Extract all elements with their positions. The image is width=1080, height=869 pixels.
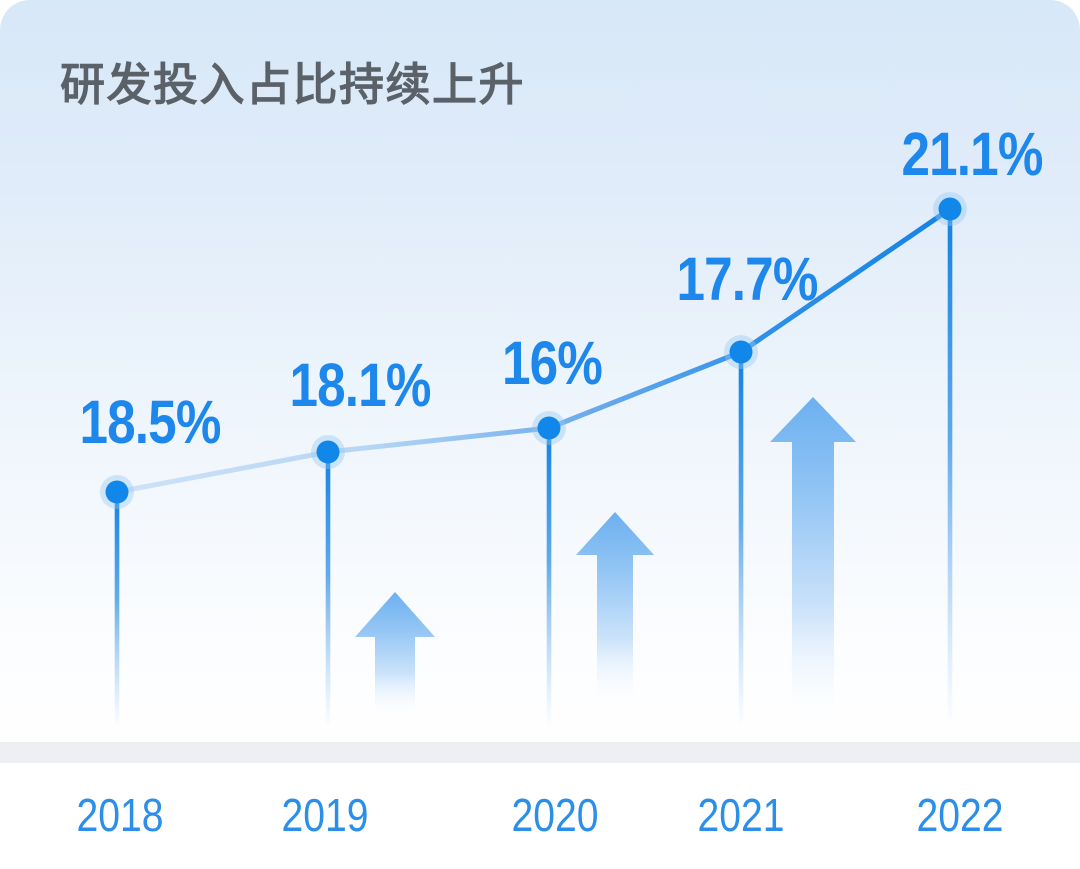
x-axis-label: 2019 [281, 789, 369, 841]
data-point-dot [729, 340, 753, 364]
data-point-stems [114, 209, 953, 728]
data-point-stem [738, 352, 744, 728]
data-point-stem [947, 209, 953, 728]
data-label: 16% [501, 329, 603, 397]
data-label: 18.5% [79, 388, 221, 456]
data-point-stem [114, 492, 120, 728]
baseline-bar [0, 742, 1080, 763]
data-points [100, 192, 967, 509]
x-axis-label: 2018 [76, 789, 164, 841]
x-axis-label: 2020 [511, 789, 599, 841]
data-label: 21.1% [901, 120, 1043, 188]
data-point-stem [546, 428, 552, 728]
up-arrow-icon [770, 397, 856, 726]
x-axis-label: 2021 [697, 789, 785, 841]
data-point-stem [325, 452, 331, 728]
data-point-dot [938, 197, 962, 221]
up-arrow-icons [355, 397, 856, 726]
chart-title: 研发投入占比持续上升 [60, 59, 526, 110]
data-label: 18.1% [289, 351, 431, 419]
data-point-dot [316, 440, 340, 464]
data-point-dot [105, 480, 129, 504]
up-arrow-icon [355, 592, 435, 718]
data-label: 17.7% [676, 245, 818, 313]
up-arrow-icon [576, 512, 654, 708]
data-point-dot [537, 416, 561, 440]
x-axis-label: 2022 [916, 789, 1004, 841]
